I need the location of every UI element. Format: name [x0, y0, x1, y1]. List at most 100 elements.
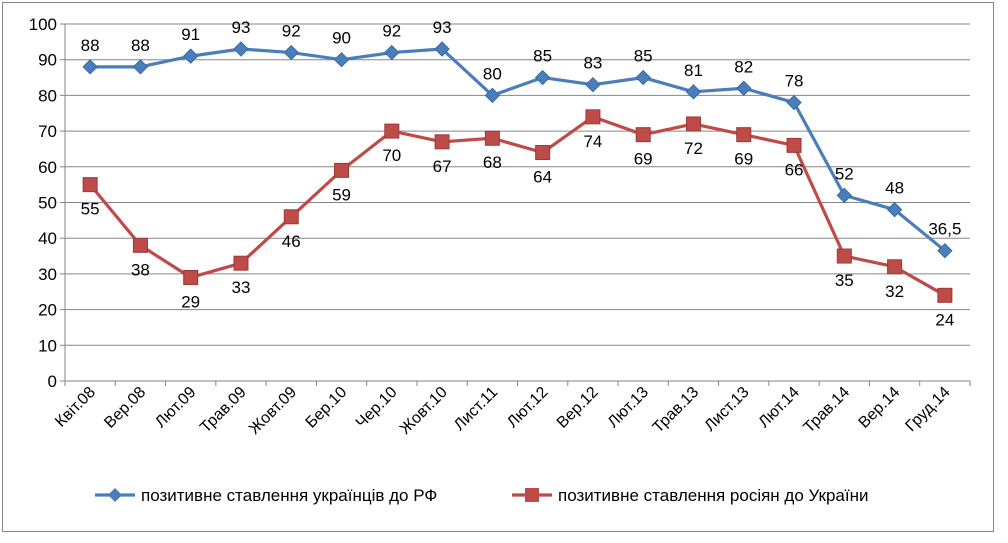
data-label: 64: [533, 168, 552, 187]
data-point-square: [937, 287, 953, 303]
data-point-square: [585, 109, 601, 125]
data-point-diamond: [82, 59, 98, 75]
x-tick-label: Вер.14: [856, 384, 904, 432]
x-tick-label: Лют.09: [152, 384, 199, 431]
data-point-diamond: [484, 87, 501, 104]
data-point-diamond: [333, 51, 350, 68]
data-point-diamond: [685, 84, 702, 100]
y-tick-label: 90: [38, 51, 57, 70]
data-point-square: [82, 177, 98, 193]
data-point-square: [233, 255, 249, 271]
y-tick-label: 30: [38, 265, 57, 284]
data-label: 36,5: [928, 220, 961, 239]
data-label: 78: [785, 72, 804, 91]
x-tick-label: Вер.12: [554, 384, 602, 432]
x-tick-label: Лют.14: [756, 384, 803, 431]
data-label: 55: [81, 200, 100, 219]
data-label: 38: [131, 260, 150, 279]
data-point-square: [434, 134, 450, 150]
data-point-diamond: [886, 201, 903, 218]
x-tick-label: Трав.14: [801, 384, 854, 437]
data-label: 90: [332, 29, 351, 48]
data-point-diamond: [132, 59, 149, 75]
data-label: 48: [885, 179, 904, 198]
legend-label: позитивне ставлення росіян до України: [558, 486, 869, 505]
data-point-square: [635, 127, 651, 143]
data-label: 59: [332, 185, 351, 204]
y-tick-label: 70: [38, 122, 57, 141]
data-label: 24: [935, 310, 954, 329]
series-line-0: [90, 47, 946, 252]
x-tick-label: Трав.13: [650, 384, 703, 437]
data-point-diamond: [233, 41, 249, 57]
x-tick-label: Жовт.09: [246, 384, 300, 438]
data-point-square: [685, 116, 701, 132]
data-label: 93: [232, 18, 251, 37]
y-tick-label: 50: [38, 194, 57, 213]
data-point-diamond: [937, 242, 953, 259]
data-label: 83: [583, 54, 602, 73]
x-tick-label: Груд.14: [902, 384, 953, 435]
data-label: 29: [181, 292, 200, 311]
chart-frame: [2, 2, 994, 532]
data-point-square: [836, 248, 852, 264]
data-label: 35: [835, 271, 854, 290]
x-tick-label: Лют.12: [504, 384, 551, 431]
data-label: 66: [785, 160, 804, 179]
data-label: 33: [232, 278, 251, 297]
data-label: 68: [483, 153, 502, 172]
data-point-diamond: [635, 69, 651, 86]
x-tick-label: Лист.11: [451, 384, 501, 434]
y-tick-label: 20: [38, 301, 57, 320]
legend-label: позитивне ставлення українців до РФ: [141, 486, 437, 505]
data-point-diamond: [283, 44, 299, 61]
data-label: 32: [885, 282, 904, 301]
data-point-square: [736, 127, 752, 143]
data-point-square: [334, 162, 350, 178]
legend-marker-square: [525, 488, 539, 502]
data-point-square: [535, 145, 551, 161]
y-tick-label: 10: [38, 336, 57, 355]
data-label: 52: [835, 164, 854, 183]
data-label: 67: [433, 157, 452, 176]
data-point-diamond: [182, 48, 199, 64]
legend-marker-diamond: [108, 488, 122, 502]
data-label: 74: [583, 132, 602, 151]
data-label: 88: [131, 36, 150, 55]
y-tick-label: 80: [38, 86, 57, 105]
x-tick-label: Трав.09: [197, 384, 250, 437]
y-tick-label: 40: [38, 229, 57, 248]
series-line-1: [88, 115, 946, 297]
data-label: 80: [483, 64, 502, 83]
data-point-square: [484, 130, 500, 146]
data-label: 81: [684, 61, 703, 80]
data-point-square: [183, 269, 199, 285]
data-label: 92: [382, 22, 401, 41]
data-point-diamond: [534, 69, 551, 86]
data-point-diamond: [786, 94, 802, 111]
x-tick-label: Квіт.08: [52, 384, 99, 431]
data-label: 92: [282, 22, 301, 41]
y-tick-label: 100: [29, 15, 57, 34]
x-tick-label: Вер.08: [101, 384, 149, 432]
data-label: 46: [282, 232, 301, 251]
y-tick-label: 0: [48, 372, 57, 391]
data-label: 72: [684, 139, 703, 158]
data-point-square: [887, 259, 903, 275]
data-point-diamond: [384, 44, 400, 61]
data-point-diamond: [585, 76, 601, 93]
data-point-diamond: [836, 187, 853, 204]
data-label: 85: [634, 47, 653, 66]
y-tick-label: 60: [38, 158, 57, 177]
x-tick-label: Чер.10: [353, 384, 401, 432]
data-label: 82: [734, 57, 753, 76]
data-point-square: [132, 237, 148, 253]
x-tick-label: Жовт.10: [397, 384, 451, 438]
data-point-square: [283, 209, 299, 225]
data-label: 91: [181, 25, 200, 44]
data-point-diamond: [736, 80, 752, 96]
x-tick-label: Лют.13: [605, 384, 652, 431]
x-tick-label: Лист.13: [702, 384, 753, 435]
